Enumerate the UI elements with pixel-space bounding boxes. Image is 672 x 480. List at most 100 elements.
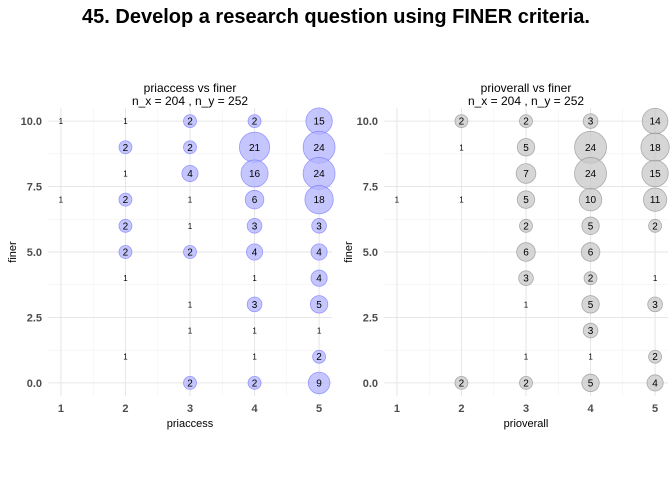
x-tick-label: 4 [251,403,258,415]
y-axis-label: finer [7,241,19,263]
bubble-count-label: 1 [524,353,529,362]
bubble [304,185,334,215]
bubble-count-label: 6 [252,195,258,206]
bubble [646,374,664,392]
bubble [581,295,600,314]
bubble-count-label: 1 [252,353,257,362]
bubble [641,159,669,188]
bubble-count-label: 1 [123,353,128,362]
x-tick-label: 1 [394,403,400,415]
bubble-count-label: 1 [188,196,193,205]
panel-title: priaccess vs finer [144,81,237,95]
bubble [648,349,662,364]
y-tick-label: 5.0 [363,247,378,259]
y-tick-label: 5.0 [27,247,42,259]
bubble-count-label: 3 [588,117,594,128]
y-tick-label: 7.5 [363,182,378,194]
bubble [580,242,601,262]
bubble [519,218,533,233]
bubble-count-label: 7 [523,169,529,180]
bubble-count-label: 11 [650,195,661,206]
bubble-count-label: 24 [585,169,597,180]
x-axis-label: priaccess [167,418,214,430]
bubble-count-label: 18 [314,195,326,206]
bubble-count-label: 1 [123,169,128,178]
bubble-count-label: 2 [316,352,322,363]
bubble-count-label: 2 [523,117,529,128]
x-axis-label: prioverall [504,418,549,430]
bubble-count-label: 1 [317,327,322,336]
x-tick-label: 5 [652,403,658,415]
bubble-count-label: 1 [459,196,464,205]
panel-subtitle: n_x = 204 , n_y = 252 [132,94,248,108]
bubble-count-label: 15 [650,169,662,180]
bubble [310,269,328,287]
bubble [246,296,263,313]
bubble-count-label: 10 [585,195,597,206]
bubble-count-label: 6 [588,248,594,259]
bubbles: 2 2 3 141 5 24 187 24 151 1 5 10 112 5 26 63 2 11 5 331 1 22 2… [395,107,670,393]
bubble [516,242,536,262]
bubble-count-label: 2 [459,378,465,389]
bubble-count-label: 5 [588,378,594,389]
bubble [118,140,133,155]
x-tick-label: 3 [187,403,193,415]
bubble-count-label: 5 [588,221,594,232]
bubble [181,164,199,182]
bubble [310,243,328,261]
bubble-count-label: 2 [652,221,658,232]
bubble-count-label: 1 [588,353,593,362]
x-tick-label: 4 [587,403,594,415]
bubble [240,159,269,188]
bubble [578,187,603,212]
bubble-count-label: 2 [187,378,193,389]
bubble-count-label: 1 [524,300,529,309]
bubble-count-label: 5 [588,300,594,311]
bubble [454,376,469,390]
y-tick-label: 0.0 [27,378,42,390]
bubble-count-label: 2 [523,378,529,389]
bubble-count-label: 4 [187,169,193,180]
bubble-count-label: 15 [314,117,326,128]
bubble [244,189,265,210]
panel-subtitle: n_x = 204 , n_y = 252 [468,94,584,108]
bubble-count-label: 2 [588,274,594,285]
y-tick-label: 2.5 [27,312,42,324]
y-tick-label: 10.0 [357,116,378,128]
panel-title: prioverall vs finer [481,81,572,95]
bubble-count-label: 1 [459,143,464,152]
bubble [118,245,133,259]
bubble-count-label: 24 [585,143,597,154]
bubble-count-label: 5 [523,195,529,206]
x-tick-label: 3 [523,403,529,415]
y-axis-label: finer [343,241,355,263]
x-tick-label: 2 [458,403,464,415]
x-tick-label: 1 [58,403,64,415]
y-tick-label: 0.0 [363,378,378,390]
bubble [183,245,197,259]
bubble [307,371,331,395]
y-tick-label: 10.0 [21,116,42,128]
bubble-count-label: 2 [123,195,129,206]
bubble-count-label: 2 [459,117,465,128]
bubble-count-label: 1 [59,117,64,126]
bubble [516,190,536,209]
bubble-count-label: 1 [252,274,257,283]
bubble-count-label: 1 [123,117,128,126]
bubble-count-label: 4 [316,274,322,285]
bubble [309,295,329,314]
bubble [582,113,599,129]
bubble [581,373,600,393]
bubble [118,192,133,207]
bubble-count-label: 2 [123,221,129,232]
bubble [519,376,533,390]
bubble-count-label: 24 [314,143,326,154]
bubble [118,218,133,233]
bubble-count-label: 2 [123,143,129,154]
bubbles: 1 1 2 2 152 2 21 241 4 16 241 2 1 6 182 1 3 32 2 4 41 1 41 3 51 1… [59,107,336,395]
bubble-count-label: 3 [652,300,658,311]
bubble-count-label: 4 [316,248,322,259]
